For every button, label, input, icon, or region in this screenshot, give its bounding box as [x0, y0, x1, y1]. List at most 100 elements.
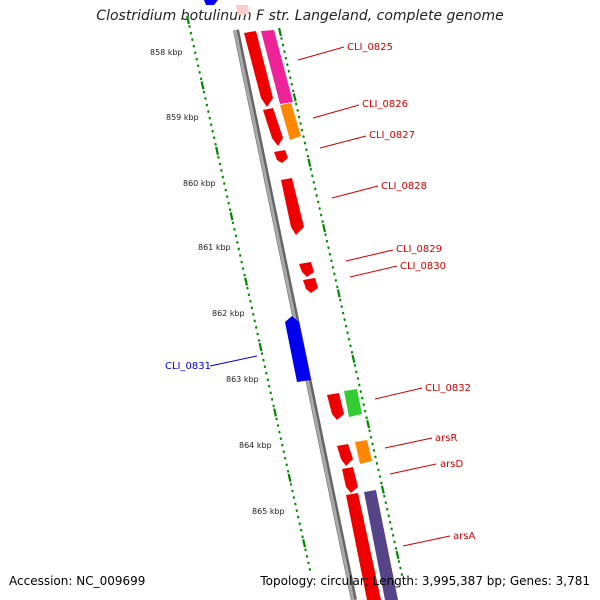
minor-tick — [211, 129, 214, 133]
minor-tick — [284, 56, 288, 60]
gene-label[interactable]: CLI_0830 — [400, 261, 446, 272]
gene-cli-0830[interactable] — [303, 278, 318, 293]
minor-tick — [205, 103, 209, 107]
accession-text: Accession: NC_009699 — [9, 574, 146, 588]
gene-features — [204, 0, 398, 600]
gene-cli-0831[interactable] — [285, 316, 311, 382]
gene-forward-partial[interactable] — [236, 5, 249, 15]
genome-backbone — [233, 29, 357, 600]
gene-cli-0832-cog[interactable] — [344, 389, 362, 417]
minor-tick — [344, 324, 348, 328]
gene-reverse-partial[interactable] — [204, 0, 218, 5]
gene-cli-0825[interactable] — [244, 31, 273, 107]
minor-tick — [374, 455, 377, 459]
minor-tick — [330, 259, 333, 263]
minor-tick — [390, 527, 393, 531]
minor-tick — [285, 463, 288, 467]
minor-tick — [253, 319, 256, 323]
gene-label[interactable]: CLI_0825 — [347, 42, 393, 53]
minor-tick — [238, 254, 242, 257]
minor-tick — [377, 468, 380, 472]
tick-label: 858 kbp — [150, 48, 183, 57]
minor-tick — [308, 568, 312, 571]
minor-tick — [236, 241, 239, 244]
minor-tick — [305, 554, 309, 558]
tick-label: 860 kbp — [183, 179, 216, 188]
gene-label[interactable]: CLI_0828 — [381, 181, 427, 192]
major-tick — [307, 158, 312, 167]
minor-tick — [220, 169, 223, 172]
minor-tick — [291, 89, 295, 93]
minor-tick — [217, 155, 220, 159]
tick-label: 865 kbp — [252, 507, 285, 516]
minor-tick — [191, 38, 194, 42]
minor-tick — [324, 233, 327, 237]
label-leaders — [209, 46, 451, 547]
minor-tick — [346, 331, 349, 335]
minor-tick — [369, 435, 373, 439]
gene-label[interactable]: arsA — [453, 531, 475, 542]
tick-label: 864 kbp — [239, 441, 272, 450]
minor-tick — [334, 279, 338, 282]
minor-tick — [192, 44, 196, 48]
minor-tick — [240, 260, 243, 264]
gene-label[interactable]: CLI_0826 — [362, 99, 408, 110]
minor-tick — [304, 548, 307, 552]
inner-dotted-track — [186, 15, 312, 571]
minor-tick — [188, 25, 191, 28]
gene-arsR-cog[interactable] — [355, 440, 372, 464]
gene-cli-0829[interactable] — [299, 262, 314, 277]
minor-tick — [296, 109, 299, 112]
minor-tick — [371, 442, 374, 446]
minor-tick — [287, 69, 291, 73]
minor-tick — [319, 213, 323, 217]
minor-tick — [394, 547, 398, 550]
minor-tick — [355, 370, 358, 374]
minor-tick — [290, 82, 293, 86]
gene-arsA-cog[interactable] — [364, 490, 398, 600]
tick-label: 861 kbp — [198, 243, 231, 252]
minor-tick — [365, 416, 368, 420]
gene-label[interactable]: arsD — [440, 459, 463, 470]
minor-tick — [361, 396, 364, 400]
gene-cli-0828[interactable] — [281, 178, 304, 235]
minor-tick — [195, 57, 198, 61]
minor-tick — [263, 365, 267, 369]
minor-tick — [385, 507, 389, 511]
minor-tick — [268, 384, 271, 388]
minor-tick — [314, 187, 317, 191]
minor-tick — [279, 437, 283, 441]
gene-arsD[interactable] — [342, 467, 358, 493]
minor-tick — [247, 293, 251, 297]
minor-tick — [283, 50, 286, 54]
minor-tick — [380, 481, 383, 485]
major-tick — [278, 27, 282, 37]
minor-tick — [250, 306, 254, 310]
gene-arsR[interactable] — [337, 444, 353, 466]
gene-cli-0832[interactable] — [327, 393, 344, 420]
minor-tick — [349, 344, 352, 348]
minor-tick — [297, 515, 300, 519]
gene-label[interactable]: CLI_0832 — [425, 383, 471, 394]
minor-tick — [397, 560, 401, 563]
minor-tick — [368, 429, 371, 433]
gene-label[interactable]: CLI_0827 — [369, 130, 415, 141]
gene-label[interactable]: arsR — [435, 433, 457, 444]
gene-cli-0826[interactable] — [263, 108, 283, 146]
minor-tick — [393, 540, 396, 544]
minor-tick — [384, 501, 387, 505]
gene-label[interactable]: CLI_0831 — [165, 361, 211, 372]
minor-tick — [218, 162, 222, 166]
gene-label[interactable]: CLI_0829 — [396, 244, 442, 255]
major-tick — [302, 539, 307, 548]
minor-tick — [372, 448, 376, 452]
gene-arsA[interactable] — [346, 493, 381, 600]
gene-cli-0826-cog[interactable] — [280, 103, 301, 140]
minor-tick — [294, 502, 297, 506]
gene-cli-0827[interactable] — [274, 150, 288, 163]
gene-cli-0825-cog[interactable] — [261, 30, 293, 104]
minor-tick — [275, 417, 278, 421]
major-tick — [258, 342, 263, 352]
minor-tick — [315, 194, 318, 197]
major-tick — [380, 485, 385, 494]
